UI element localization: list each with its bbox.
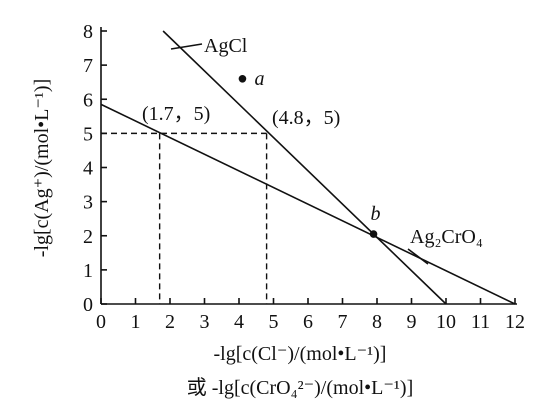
- y-tick-label: 5: [83, 123, 93, 145]
- series-label-agcl: AgCl: [204, 35, 248, 57]
- x-tick-label: 6: [303, 311, 313, 333]
- x-tick-label: 3: [200, 311, 210, 333]
- point-label-b: b: [371, 203, 381, 225]
- agcl-leader-line: [170, 43, 203, 50]
- series-line-ag2cro4: [100, 103, 516, 305]
- x-tick-label: 7: [338, 311, 348, 333]
- axes: [100, 27, 517, 305]
- x-tick-label: 4: [234, 311, 244, 333]
- series-line-agcl: [162, 30, 447, 305]
- x-tick-label: 0: [96, 311, 106, 333]
- x-tick-label: 5: [269, 311, 279, 333]
- x-tick-label: 10: [436, 311, 456, 333]
- y-axis-label: -lg[c(Ag⁺)/(mol•L⁻¹)]: [31, 79, 53, 258]
- y-tick-label: 8: [83, 21, 93, 43]
- y-tick-label: 3: [83, 192, 93, 214]
- dashed-guides: [101, 132, 268, 304]
- y-tick-label: 7: [83, 55, 93, 77]
- chart-text: 0 1 2 3 4 5 6 7 8 9 10 11 12012345678AgClAg₂CrO₄ab(1…: [31, 21, 525, 399]
- x-tick-label: 2: [165, 311, 175, 333]
- y-tick-label: 0: [83, 294, 93, 316]
- point-b: [369, 230, 378, 238]
- x-axis-label-alt: 或 -lg[c(CrO₄²⁻)/(mol•L⁻¹)]: [187, 376, 413, 399]
- point-a: [238, 74, 247, 83]
- y-tick-label: 4: [83, 158, 93, 180]
- point-label-a: a: [254, 68, 264, 90]
- x-tick-label: 1: [131, 311, 141, 333]
- x-tick-label: 12: [505, 311, 525, 333]
- data-points: [238, 74, 378, 238]
- ag2cro4-leader-line: [407, 248, 429, 265]
- y-tick-label: 6: [83, 89, 93, 111]
- x-tick-label: 8: [372, 311, 382, 333]
- x-axis-label: -lg[c(Cl⁻)/(mol•L⁻¹)]: [214, 343, 387, 365]
- annotation-label: (4.8，5): [272, 107, 340, 129]
- y-tick-label: 1: [83, 260, 93, 282]
- x-tick-label: 11: [471, 311, 490, 333]
- series-label-ag2cro4: Ag₂CrO₄: [410, 226, 483, 248]
- x-tick-label: 9: [407, 311, 417, 333]
- annotation-label: (1.7，5): [142, 103, 210, 125]
- y-tick-label: 2: [83, 226, 93, 248]
- series-lines: [100, 30, 516, 305]
